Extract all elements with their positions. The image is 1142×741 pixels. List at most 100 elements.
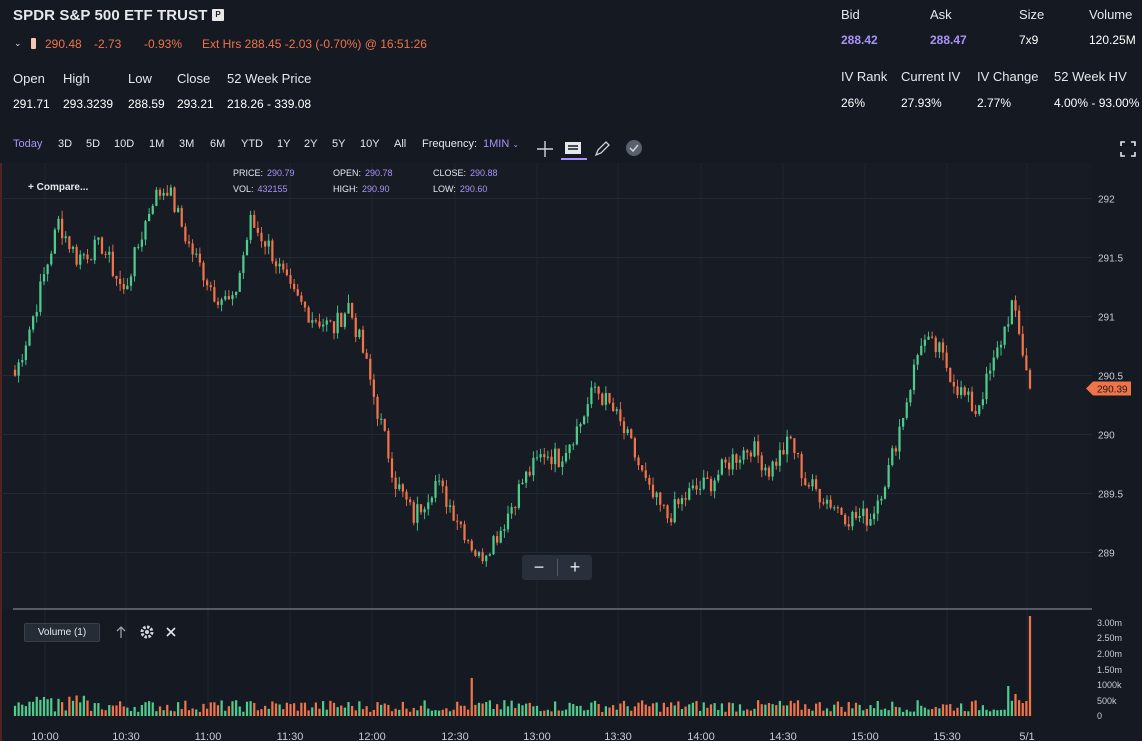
volume-bar (358, 701, 361, 716)
candle-body (64, 236, 67, 239)
range-1m[interactable]: 1M (149, 138, 165, 150)
comment-icon[interactable] (561, 139, 587, 161)
candle-body (746, 450, 749, 453)
candle-body (764, 467, 767, 471)
candle-body (242, 255, 245, 273)
range-5d[interactable]: 5D (86, 138, 101, 150)
candle-body (815, 479, 818, 490)
fullscreen-icon[interactable] (1120, 141, 1136, 157)
candle-body (151, 205, 154, 214)
volume-bar (369, 711, 372, 716)
volume-bar (488, 700, 491, 716)
volume-bar (550, 711, 553, 716)
candle-body (680, 498, 684, 505)
candle-body (187, 241, 191, 244)
bid-label: Bid (841, 7, 860, 22)
chevron-down-icon[interactable]: ⌄ (14, 38, 22, 48)
volume-bar (108, 705, 111, 716)
candle-body (325, 320, 328, 325)
ohlc-open-value: 290.78 (365, 168, 393, 178)
range-3m[interactable]: 3M (179, 138, 195, 150)
candle-body (992, 357, 995, 371)
volume-bar (459, 705, 462, 716)
candle-body (688, 488, 691, 500)
close-icon[interactable] (165, 626, 177, 638)
candle-body (539, 454, 542, 458)
candle-body (1018, 310, 1021, 334)
range-today[interactable]: Today (13, 138, 43, 150)
candle-body (129, 276, 133, 286)
crosshair-icon[interactable] (536, 140, 554, 158)
iv-rank-value: 26% (841, 96, 866, 110)
ohlc-high-label: HIGH: (333, 184, 359, 194)
volume-bar (1025, 701, 1028, 716)
candle-body (938, 342, 941, 353)
volume-bar (100, 709, 104, 716)
volume-bar (430, 710, 433, 716)
volume-bar (952, 710, 955, 716)
range-10y[interactable]: 10Y (360, 138, 380, 150)
ohlc-close-value: 290.88 (470, 168, 498, 178)
volume-bar (206, 708, 209, 716)
candle-body (655, 492, 658, 498)
candle-body (775, 461, 778, 466)
candle-body (13, 369, 17, 376)
pencil-icon[interactable] (593, 140, 611, 158)
candle-body (568, 444, 571, 453)
volume-bar (220, 700, 223, 716)
volume-bar (655, 702, 658, 716)
gear-icon[interactable] (139, 624, 155, 640)
volume-bar (456, 701, 459, 716)
zoom-in-button[interactable]: + (569, 557, 581, 577)
size-label: Size (1019, 7, 1045, 22)
candle-body (793, 438, 796, 453)
candle-body (340, 312, 343, 327)
volume-bar (934, 706, 937, 716)
zoom-out-button[interactable]: − (533, 557, 545, 577)
price-axis-tick-label: 289.5 (1098, 490, 1123, 501)
time-axis-tick-label: 10:30 (112, 731, 140, 741)
candle-body (57, 218, 60, 230)
volume-bar (412, 707, 415, 716)
check-badge-icon[interactable] (625, 139, 643, 157)
candle-body (361, 329, 365, 353)
candle-body (394, 477, 397, 490)
volume-bar (260, 709, 263, 716)
compare-button[interactable]: + Compare... (28, 182, 89, 193)
volume-bar (463, 705, 466, 716)
volume-bar (517, 703, 520, 716)
candle-body (960, 387, 963, 396)
volume-bar (35, 696, 38, 716)
range-all[interactable]: All (394, 138, 407, 150)
range-5y[interactable]: 5Y (332, 138, 346, 150)
volume-bar (945, 704, 948, 716)
volume-bar (50, 698, 53, 716)
range-3d[interactable]: 3D (58, 138, 73, 150)
volume-value: 120.25M (1089, 33, 1136, 47)
arrow-up-icon[interactable] (114, 625, 128, 639)
volume-study-button[interactable]: Volume (1) (24, 623, 100, 642)
frequency-select[interactable]: 1MIN ⌄ (483, 138, 519, 150)
volume-bar (662, 702, 665, 716)
range-6m[interactable]: 6M (210, 138, 226, 150)
range-2y[interactable]: 2Y (304, 138, 318, 150)
candle-body (209, 285, 212, 288)
volume-bar (978, 710, 981, 716)
range-1y[interactable]: 1Y (277, 138, 291, 150)
volume-bar (742, 710, 745, 716)
range-ytd[interactable]: YTD (241, 138, 263, 150)
candle-body (912, 364, 916, 391)
range-10d[interactable]: 10D (114, 138, 135, 150)
volume-bar (496, 704, 499, 716)
volume-bar (46, 699, 49, 716)
candle-body (68, 236, 71, 249)
stat-low-value: 288.59 (128, 97, 165, 111)
candle-body (677, 499, 680, 505)
price-chart[interactable]: 292 291.5 291 290.5 290 289.5 289 10:00 10:30 11:… (0, 160, 1142, 741)
volume-bar (909, 711, 912, 716)
candle-body (249, 214, 252, 240)
candle-body (401, 484, 404, 492)
volume-bar (840, 706, 843, 716)
candle-body (1007, 324, 1010, 327)
volume-bar (347, 702, 350, 716)
